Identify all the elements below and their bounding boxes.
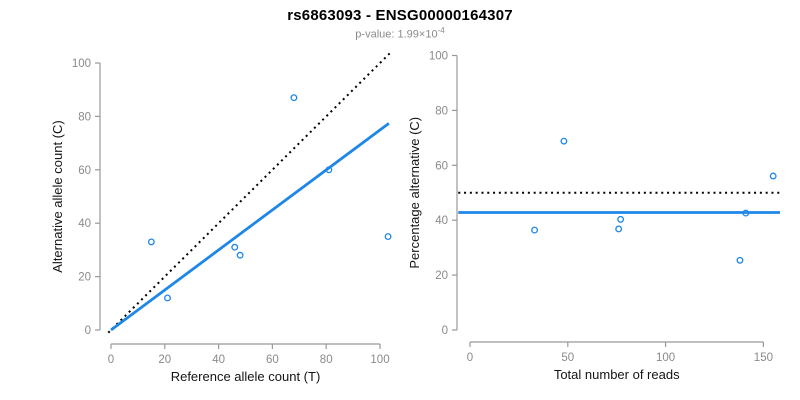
x-tick-label: 0: [467, 352, 473, 364]
y-tick-label: 20: [78, 272, 91, 284]
y-tick-label: 60: [435, 160, 448, 172]
data-point: [325, 166, 333, 174]
data-point: [769, 172, 777, 180]
y-tick-label: 20: [435, 270, 448, 282]
x-tick-label: 80: [320, 354, 333, 366]
identity-line: [107, 51, 392, 334]
regression-line: [110, 122, 390, 332]
y-tick-label: 100: [72, 58, 91, 70]
y-tick-label: 40: [78, 218, 91, 230]
data-point: [164, 294, 171, 302]
x-axis-title: Reference allele count (T): [171, 369, 321, 384]
panel-percentage-alternative: 0 20 40 60 80 100 0 50 100 150 Total number of rea…: [407, 51, 781, 382]
y-tick-label: 0: [85, 325, 91, 337]
data-point: [384, 233, 392, 240]
y-axis-title: Alternative allele count (C): [50, 120, 65, 272]
figure-subtitle: p-value: 1.99×10-4: [0, 26, 800, 41]
y-tick-label: 40: [435, 215, 448, 227]
data-point: [560, 137, 568, 145]
x-tick-label: 0: [108, 354, 114, 366]
y-tick-label: 0: [442, 325, 448, 337]
data-point: [147, 238, 155, 246]
x-tick-label: 20: [158, 354, 171, 366]
x-axis-title: Total number of reads: [554, 367, 680, 382]
y-axis-title: Percentage alternative (C): [407, 117, 422, 269]
panel-allele-counts: 0 20 40 60 80 100 0 20 40 60 80 100 Reference allele…: [50, 51, 392, 384]
y-tick-label: 80: [78, 111, 91, 123]
x-tick-label: 150: [754, 352, 773, 364]
data-point: [742, 209, 750, 217]
data-point: [615, 225, 623, 233]
y-tick-label: 100: [429, 51, 448, 63]
x-tick-label: 50: [561, 352, 574, 364]
x-tick-label: 60: [266, 354, 279, 366]
figure-title: rs6863093 - ENSG00000164307: [287, 7, 513, 24]
data-point: [736, 256, 744, 264]
y-tick-label: 60: [78, 165, 91, 177]
y-tick-label: 80: [435, 105, 448, 117]
x-tick-label: 100: [370, 354, 389, 366]
subtitle-exponent: -4: [437, 26, 445, 35]
data-point: [531, 226, 538, 234]
x-tick-label: 40: [212, 354, 225, 366]
data-point: [231, 243, 239, 251]
data-point: [617, 215, 625, 223]
data-point: [236, 251, 244, 259]
data-point: [290, 94, 298, 102]
x-tick-label: 100: [656, 352, 675, 364]
subtitle-pvalue-text: p-value: 1.99×10: [355, 28, 438, 41]
